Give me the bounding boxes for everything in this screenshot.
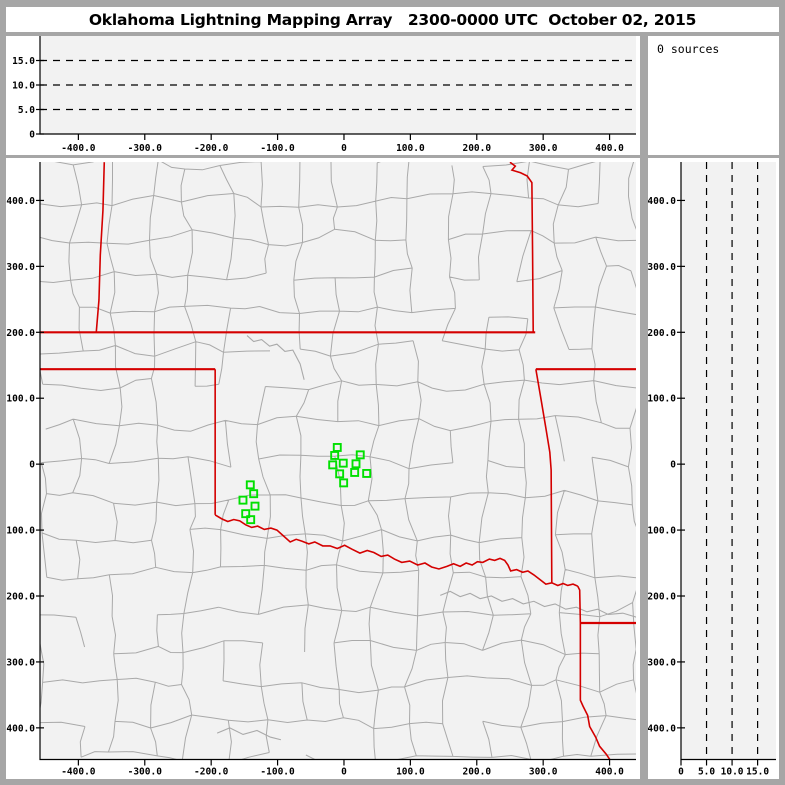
tick-label: 0 [341,143,347,154]
lma-station-marker [355,450,365,460]
tick-label: 0 [341,767,347,778]
tick-label: -300.0 [6,657,35,668]
tick-label: 0 [670,460,676,471]
tick-label: -200.0 [194,767,229,778]
tick-label: -200.0 [194,143,229,154]
window-title: Oklahoma Lightning Mapping Array 2300-00… [88,10,697,29]
tick-label: 10.0 [12,81,35,92]
river-line [246,335,305,380]
lma-station-marker [249,489,259,499]
tick-label: -100.0 [260,767,295,778]
title-bar: Oklahoma Lightning Mapping Array 2300-00… [6,7,779,32]
lma-station-marker [250,501,260,511]
tick-label: 400.0 [648,196,676,207]
lma-station-marker [351,459,361,469]
tick-label: 200.0 [6,328,35,339]
tick-label: 0 [678,767,684,778]
tick-label: 300.0 [529,143,558,154]
lma-station-marker [246,515,256,525]
lma-station-marker [350,468,360,477]
axis-line [39,162,636,761]
plot-background [40,36,636,134]
tick-label: 5.0 [18,105,35,116]
state-border [535,369,553,584]
altitude-ns-plot[interactable]: 400.0 300.0 200.0 100.0 0 -100.0 -200.0 -300.0 -… [648,158,779,779]
tick-label: -300.0 [648,657,676,668]
lma-station-marker [328,460,338,470]
tick-label: -400.0 [6,723,35,734]
plot-background [681,162,776,760]
tick-label: 300.0 [648,262,676,273]
lma-station-marker [338,458,348,468]
tick-label: -200.0 [6,592,35,603]
river-line [440,590,636,618]
tick-label: -200.0 [648,592,676,603]
state-border [95,162,106,332]
tick-label: 0 [29,130,35,141]
tick-label: -400.0 [61,767,96,778]
tick-label: -300.0 [128,143,163,154]
tick-label: 400.0 [6,196,35,207]
lma-station-marker [241,509,251,519]
tick-label: 200.0 [462,143,491,154]
lma-station-marker [362,468,372,478]
tick-label: -400.0 [61,143,96,154]
state-border [579,623,611,760]
tick-label: 100.0 [396,143,425,154]
plan-view-map-panel: 400.0 300.0 200.0 100.0 0 -100.0 -200.0 -300.0 -… [6,158,640,779]
tick-label: 300.0 [6,262,35,273]
source-count-label: 0 sources [657,42,720,56]
tick-label: 100.0 [6,394,35,405]
tick-label: 300.0 [529,767,558,778]
tick-label: 400.0 [595,767,624,778]
plan-view-map[interactable]: 400.0 300.0 200.0 100.0 0 -100.0 -200.0 -300.0 -… [6,158,640,779]
plot-background [40,162,636,760]
river-line [216,727,282,741]
tick-label: 15.0 [746,767,769,778]
tick-label: 0 [29,460,35,471]
county-lines [40,162,636,760]
tick-label: 200.0 [648,328,676,339]
lma-station-marker [332,443,342,452]
tick-label: -300.0 [128,767,163,778]
lma-station-marker [330,450,340,460]
state-border [214,514,579,587]
tick-label: 15.0 [12,56,35,67]
state-border [576,585,582,624]
tick-label: 10.0 [721,767,744,778]
tick-label: -100.0 [648,526,676,537]
lma-station-marker [339,478,349,488]
tick-label: 100.0 [396,767,425,778]
lma-station-marker [245,480,255,490]
altitude-ns-panel: 400.0 300.0 200.0 100.0 0 -100.0 -200.0 -300.0 -… [648,158,779,779]
tick-label: -100.0 [260,143,295,154]
tick-label: 5.0 [698,767,715,778]
lma-station-marker [335,469,345,479]
tick-label: 400.0 [595,143,624,154]
lma-station-marker [238,495,248,505]
altitude-ew-panel: 0 5.0 10.0 15.0 -400.0 -300.0 -200.0 -100.0 0 100… [6,36,640,155]
altitude-ew-plot[interactable]: 0 5.0 10.0 15.0 -400.0 -300.0 -200.0 -100.0 0 100… [6,36,640,155]
tick-label: 100.0 [648,394,676,405]
tick-label: -400.0 [648,723,676,734]
tick-label: -100.0 [6,526,35,537]
state-border [509,162,535,333]
tick-label: 200.0 [462,767,491,778]
source-count-panel: 0 sources [648,36,779,155]
